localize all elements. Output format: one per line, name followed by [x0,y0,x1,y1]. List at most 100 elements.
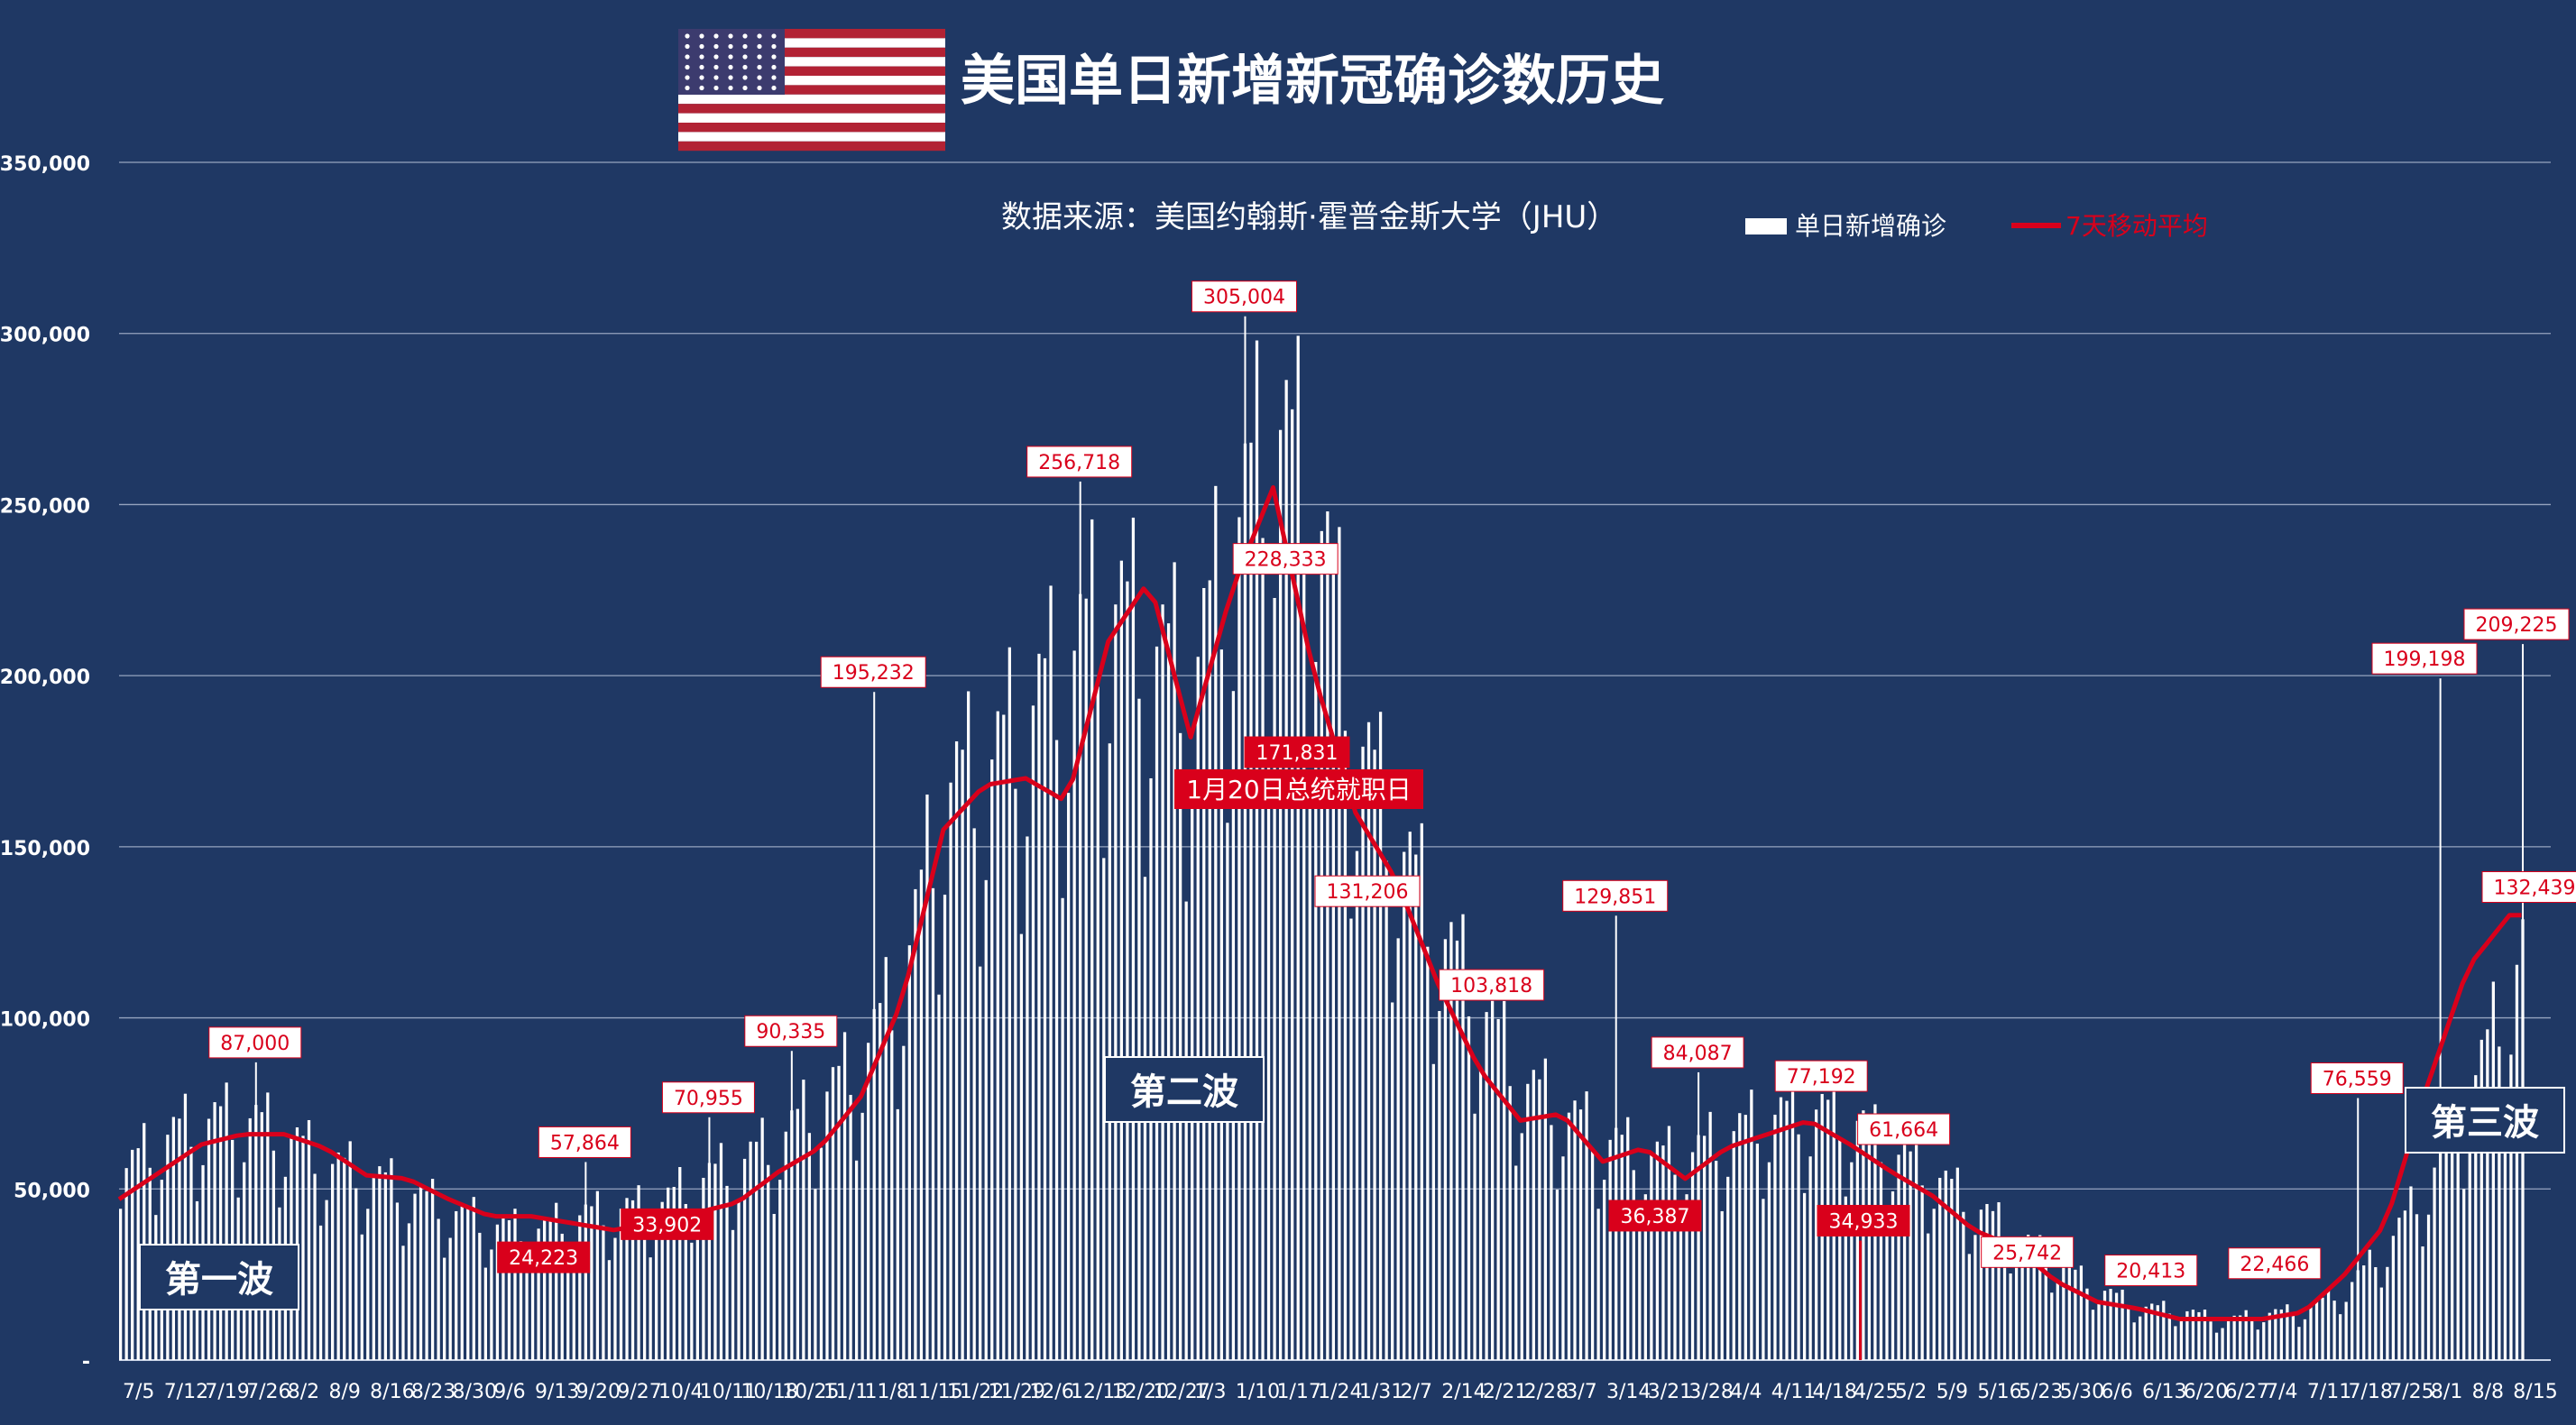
peak-spike-bar [790,1051,793,1360]
daily-bar [660,1201,664,1360]
daily-bar [814,1189,817,1360]
peak-label-text: 209,225 [2476,614,2558,637]
daily-bar [2044,1264,2047,1360]
daily-bar [1767,1162,1771,1360]
daily-bar [2256,1329,2259,1360]
x-tick-label: 5/30 [2060,1381,2104,1403]
daily-bar [1685,1194,1688,1360]
daily-bar [2085,1288,2089,1360]
daily-bar [572,1243,575,1360]
x-tick-label: 7/5 [123,1381,154,1403]
daily-bar [2214,1332,2219,1360]
y-tick-label: 100,000 [0,1009,90,1032]
daily-bar [949,782,952,1360]
daily-bar [1885,1218,1889,1360]
x-tick-label: 5/9 [1937,1381,1968,1403]
daily-bar [2379,1287,2383,1360]
legend-label-line: 7天移动平均 [2065,211,2208,241]
daily-bar [372,1175,375,1360]
daily-bar [1090,519,1094,1360]
daily-bar [1726,1176,1730,1360]
daily-bar [1808,1156,1812,1360]
daily-bar [1219,649,1223,1360]
peak-label-text: 103,818 [1450,975,1532,998]
daily-bar [1720,1210,1724,1360]
daily-bar [378,1166,382,1360]
daily-bar [602,1225,605,1360]
y-tick-label: 250,000 [0,495,90,518]
daily-bar [667,1187,670,1360]
daily-bar [2286,1304,2289,1360]
daily-bar [919,869,924,1360]
peak-label-box [1191,280,1297,313]
peak-label-text: 25,742 [1992,1242,2062,1264]
wave-label-box [2405,1087,2565,1154]
daily-bar [343,1157,346,1360]
daily-bar [642,1221,647,1360]
daily-bar [1844,1196,1847,1360]
daily-bar [1879,1162,1883,1360]
daily-bar [395,1202,400,1360]
daily-bar [1196,657,1200,1360]
daily-bar [295,1126,299,1360]
daily-bar [1420,823,1423,1360]
flag-stripe [678,132,945,142]
x-tick-label: 6/6 [2101,1381,2132,1403]
daily-bar [1514,1165,1518,1360]
x-tick-label: 1/17 [1276,1381,1320,1403]
daily-bar [1478,1069,1483,1360]
x-tick-label: 7/4 [2266,1381,2297,1403]
x-tick-label: 7/25 [2389,1381,2433,1403]
daily-bar [325,1200,328,1360]
flag-star [771,54,777,60]
daily-bar [1790,1076,1795,1360]
flag-star [713,64,719,70]
daily-bar [1314,661,1318,1360]
daily-bar [2498,1046,2501,1360]
daily-bar [2239,1315,2242,1360]
daily-bar [2503,1118,2507,1360]
daily-bar [1690,1152,1695,1360]
daily-bar [1932,1209,1936,1360]
daily-bar [2250,1319,2254,1360]
peak-label-box [538,1126,631,1158]
x-tick-label: 8/8 [2472,1381,2504,1403]
daily-bar [1673,1174,1677,1360]
x-tick-label: 4/4 [1730,1381,1762,1403]
daily-bar [760,1117,764,1360]
peak-label-131206: 131,206 [1314,875,1421,907]
daily-bar [1732,1131,1735,1360]
daily-bar [2509,1054,2513,1360]
peak-label-76559: 76,559 [2310,1062,2404,1095]
daily-bar [1443,939,1448,1360]
daily-bar [713,1163,717,1360]
peak-label-box [1774,1060,1868,1092]
flag-stripe [678,38,945,48]
daily-bar [1255,340,1259,1361]
flag-star [685,85,690,91]
x-tick-label: 8/23 [411,1381,455,1403]
x-tick-label: 2/14 [1441,1381,1486,1403]
wave-label-3: 第三波 [2405,1087,2565,1154]
daily-bar [537,1228,540,1360]
daily-bar [1743,1115,1747,1360]
daily-bar [466,1208,470,1360]
peak-label-box [2463,608,2570,640]
x-tick-label: 4/25 [1854,1381,1898,1403]
x-tick-label: 11/15 [906,1381,962,1403]
daily-bar [1561,1156,1565,1360]
daily-bar [1708,1111,1712,1360]
flag-star [757,85,762,91]
x-tick-label: 2/28 [1524,1381,1569,1403]
daily-bar [2468,1142,2471,1360]
peak-label-57864: 57,864 [538,1126,631,1158]
x-tick-label: 6/27 [2224,1381,2268,1403]
daily-bar [2203,1310,2207,1360]
wave-label-text: 第一波 [165,1259,273,1301]
daily-bar [1955,1167,1959,1360]
daily-bar [136,1148,140,1360]
daily-bar [2091,1310,2095,1360]
daily-bar [595,1191,600,1360]
daily-bar [207,1118,211,1360]
daily-bar [1114,604,1118,1360]
